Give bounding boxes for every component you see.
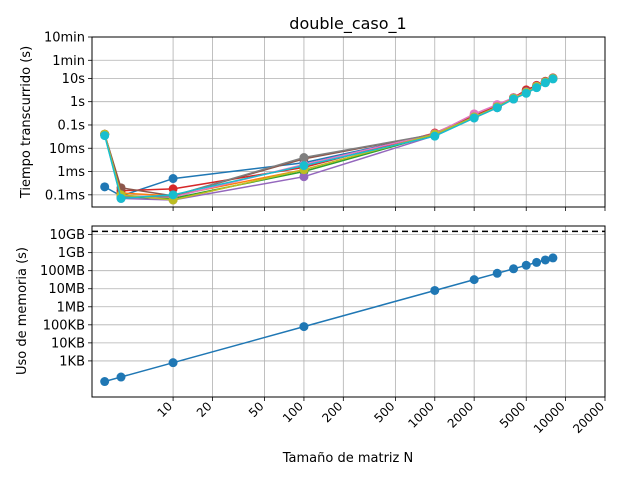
memory-plot-series xyxy=(100,253,558,387)
time-plot: 0.1ms 1ms 10ms 0.1s 1s 10s 1min 10min Tiempo tr… xyxy=(19,31,606,211)
memory-series-1-point xyxy=(168,358,178,368)
time-series-10-point xyxy=(548,74,558,84)
memory-y-tick-label: 1KB xyxy=(59,354,85,369)
time-series-10-point xyxy=(509,94,519,104)
memory-y-tick-label: 100KB xyxy=(43,318,85,333)
memory-series-1-point xyxy=(548,253,558,263)
time-series-1-point xyxy=(100,182,110,192)
memory-y-tick-label: 1MB xyxy=(57,300,85,315)
time-y-tick-label: 0.1s xyxy=(58,118,86,133)
memory-y-tick-label: 1GB xyxy=(58,246,85,261)
memory-y-tick-label: 10GB xyxy=(49,228,85,243)
time-y-tick-label: 1min xyxy=(52,54,85,69)
time-series-5-point xyxy=(299,172,309,182)
memory-series-1-point xyxy=(521,260,531,270)
memory-y-tick-label: 100MB xyxy=(40,264,85,279)
memory-plot-grid xyxy=(92,226,606,397)
time-y-tick-label: 10ms xyxy=(49,142,85,157)
time-y-tick-label: 1ms xyxy=(57,165,85,180)
memory-series-1-point xyxy=(299,322,309,332)
memory-series-1-point xyxy=(116,372,126,382)
time-series-10-point xyxy=(521,88,531,98)
memory-plot-ylabel: Uso de memoria (s) xyxy=(15,247,30,375)
time-plot-ylabel: Tiempo transcurrido (s) xyxy=(19,46,34,199)
time-series-10-point xyxy=(532,83,542,93)
memory-series-1-point xyxy=(492,268,502,278)
time-series-10-point xyxy=(469,113,479,123)
memory-series-1-point xyxy=(430,285,440,295)
time-plot-series xyxy=(100,73,558,205)
time-series-10-point xyxy=(492,103,502,113)
memory-series-1-point xyxy=(100,377,110,387)
memory-series-1-point xyxy=(509,264,519,274)
memory-series-1-point xyxy=(540,255,550,265)
time-series-10-point xyxy=(116,193,126,203)
memory-plot-frame xyxy=(91,225,606,398)
time-y-tick-label: 0.1ms xyxy=(45,188,85,203)
memory-series-1-point xyxy=(532,257,542,267)
time-y-tick-label: 10s xyxy=(62,72,86,87)
time-series-1-point xyxy=(168,174,178,184)
time-series-10-point xyxy=(168,190,178,200)
time-plot-ticks: 0.1ms 1ms 10ms 0.1s 1s 10s 1min 10min xyxy=(44,31,606,211)
time-y-tick-label: 10min xyxy=(44,31,85,46)
time-series-8-point xyxy=(299,153,309,163)
memory-series-1-point xyxy=(469,275,479,285)
memory-y-tick-label: 10MB xyxy=(48,282,85,297)
x-axis-label: Tamaño de matriz N xyxy=(282,451,413,466)
time-series-10-point xyxy=(100,131,110,141)
time-series-10-point xyxy=(540,78,550,88)
time-plot-frame xyxy=(91,36,606,208)
time-y-tick-label: 1s xyxy=(70,95,85,110)
memory-y-tick-label: 10KB xyxy=(51,336,85,351)
time-series-10-point xyxy=(430,131,440,141)
time-series-10-point xyxy=(299,161,309,171)
chart-title: double_caso_1 xyxy=(289,14,406,34)
